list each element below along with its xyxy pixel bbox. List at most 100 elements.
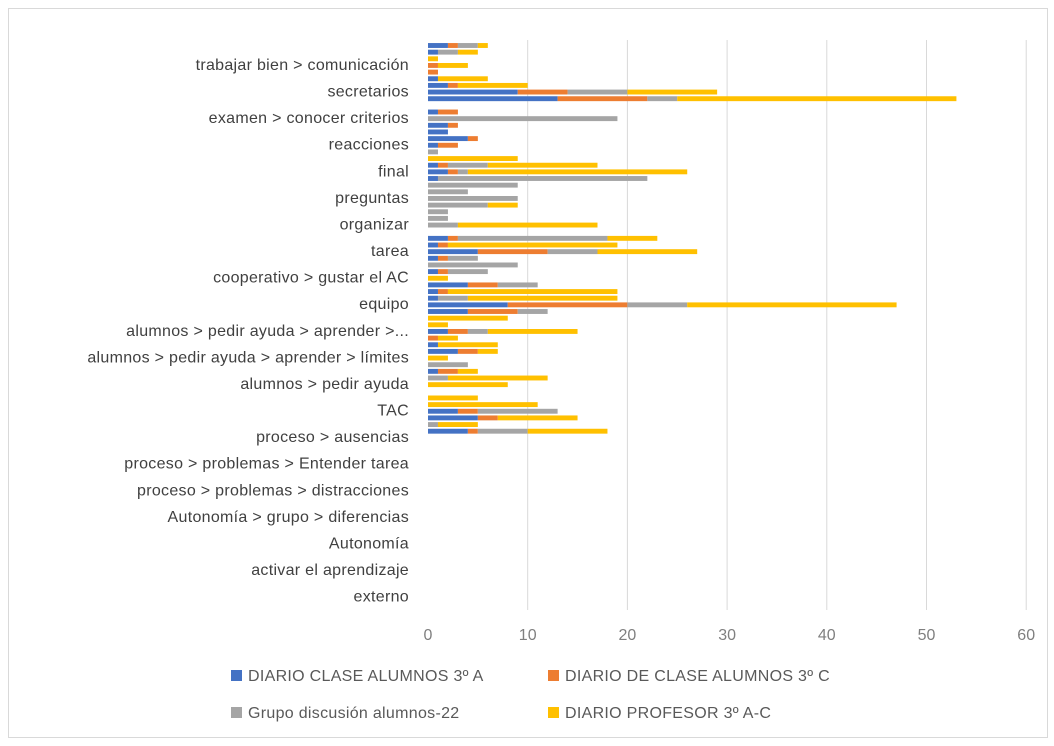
bar-row11-series2	[428, 116, 618, 122]
bar-row40-series2	[517, 309, 548, 314]
x-tick-10: 10	[519, 627, 537, 644]
category-label: secretarios	[327, 84, 409, 101]
bar-row31-series2	[547, 249, 598, 255]
bar-row13-series0	[428, 129, 448, 135]
category-label: final	[378, 163, 409, 180]
bar-row7-series3	[627, 89, 718, 95]
legend-label-0: DIARIO CLASE ALUMNOS 3º A	[248, 668, 484, 685]
bar-row58-series1	[467, 428, 478, 434]
bar-row1-series3	[457, 49, 478, 55]
bar-row23-series2	[428, 196, 518, 201]
bar-row6-series0	[428, 82, 448, 88]
bar-row42-series3	[428, 322, 448, 328]
bars-group	[428, 43, 957, 434]
bar-row2-series3	[428, 56, 438, 62]
bar-row24-series3	[487, 202, 518, 208]
bar-row33-series2	[428, 262, 518, 268]
legend-swatch-2	[231, 707, 242, 718]
x-tick-0: 0	[424, 627, 433, 644]
bar-row58-series2	[477, 428, 528, 434]
bar-row29-series1	[447, 235, 458, 241]
category-label: alumnos > pedir ayuda > aprender >...	[126, 323, 409, 340]
x-tick-40: 40	[818, 627, 836, 644]
bar-row32-series2	[447, 255, 478, 261]
bar-row32-series1	[437, 255, 448, 261]
bar-row45-series0	[428, 342, 438, 348]
bar-row43-series2	[467, 329, 488, 334]
category-label: preguntas	[335, 190, 409, 207]
category-labels: trabajar bien > comunicación secretarios e…	[87, 57, 409, 606]
bar-row8-series1	[557, 96, 648, 102]
category-label: TAC	[377, 403, 409, 420]
bar-row14-series1	[467, 136, 478, 142]
category-label: externo	[354, 589, 409, 606]
bar-row49-series0	[428, 368, 438, 374]
bar-row38-series3	[467, 295, 618, 301]
x-tick-labels: 0 10 20 30 40 50 60	[424, 627, 1036, 644]
gridlines	[527, 40, 1027, 610]
bar-row56-series0	[428, 415, 478, 421]
bar-row26-series2	[428, 215, 448, 221]
bar-row27-series3	[457, 222, 598, 228]
bar-row49-series3	[457, 368, 478, 374]
bar-row37-series3	[447, 289, 618, 294]
category-label: cooperativo > gustar el AC	[213, 270, 409, 287]
legend-swatch-0	[231, 670, 242, 681]
bar-row39-series2	[627, 302, 688, 308]
bar-row57-series3	[437, 422, 478, 427]
bar-row29-series2	[457, 235, 608, 241]
bar-row16-series2	[428, 149, 438, 155]
bar-row40-series0	[428, 309, 468, 314]
bar-row39-series0	[428, 302, 508, 308]
bar-row15-series0	[428, 142, 438, 148]
bar-row41-series3	[428, 315, 508, 321]
bar-row31-series1	[477, 249, 548, 255]
bar-row46-series1	[457, 348, 478, 354]
bar-row31-series0	[428, 249, 478, 255]
bar-row46-series3	[477, 348, 498, 354]
category-label: organizar	[340, 216, 410, 233]
bar-row20-series2	[437, 176, 648, 181]
bar-row18-series3	[487, 162, 598, 168]
bar-row50-series3	[447, 375, 548, 381]
bar-row6-series1	[447, 82, 458, 88]
bar-row0-series0	[428, 43, 448, 48]
bar-row22-series2	[428, 189, 468, 195]
x-tick-30: 30	[718, 627, 736, 644]
bar-row19-series2	[457, 169, 468, 175]
bar-row43-series1	[447, 329, 468, 334]
bar-row56-series3	[497, 415, 578, 421]
bar-row19-series0	[428, 169, 448, 175]
bar-row40-series1	[467, 309, 518, 314]
legend-swatch-3	[548, 707, 559, 718]
bar-row36-series0	[428, 282, 468, 288]
bar-row43-series0	[428, 329, 448, 334]
category-label: activar el aprendizaje	[251, 562, 409, 579]
legend-label-3: DIARIO PROFESOR 3º A-C	[565, 705, 771, 722]
category-label: trabajar bien > comunicación	[196, 57, 409, 74]
bar-row54-series3	[428, 402, 538, 408]
bar-row50-series2	[428, 375, 448, 381]
legend-label-2: Grupo discusión alumnos-22	[248, 705, 459, 722]
bar-row0-series2	[457, 43, 478, 48]
category-label: Autonomía > grupo > diferencias	[168, 509, 409, 526]
bar-row36-series2	[497, 282, 538, 288]
bar-row18-series2	[447, 162, 488, 168]
x-tick-60: 60	[1017, 627, 1035, 644]
category-label: equipo	[359, 296, 409, 313]
category-label: proceso > ausencias	[256, 429, 409, 446]
category-label: proceso > problemas > Entender tarea	[124, 456, 409, 473]
bar-row35-series3	[428, 275, 448, 281]
bar-row30-series0	[428, 242, 438, 248]
bar-row21-series2	[428, 182, 518, 188]
bar-row58-series0	[428, 428, 468, 434]
bar-row17-series3	[428, 156, 518, 161]
bar-row24-series2	[428, 202, 488, 208]
bar-row8-series2	[647, 96, 678, 102]
bar-row45-series3	[437, 342, 498, 348]
bar-row37-series0	[428, 289, 438, 294]
bar-row30-series3	[447, 242, 618, 248]
category-label: proceso > problemas > distracciones	[137, 482, 409, 499]
bar-row34-series0	[428, 269, 438, 275]
